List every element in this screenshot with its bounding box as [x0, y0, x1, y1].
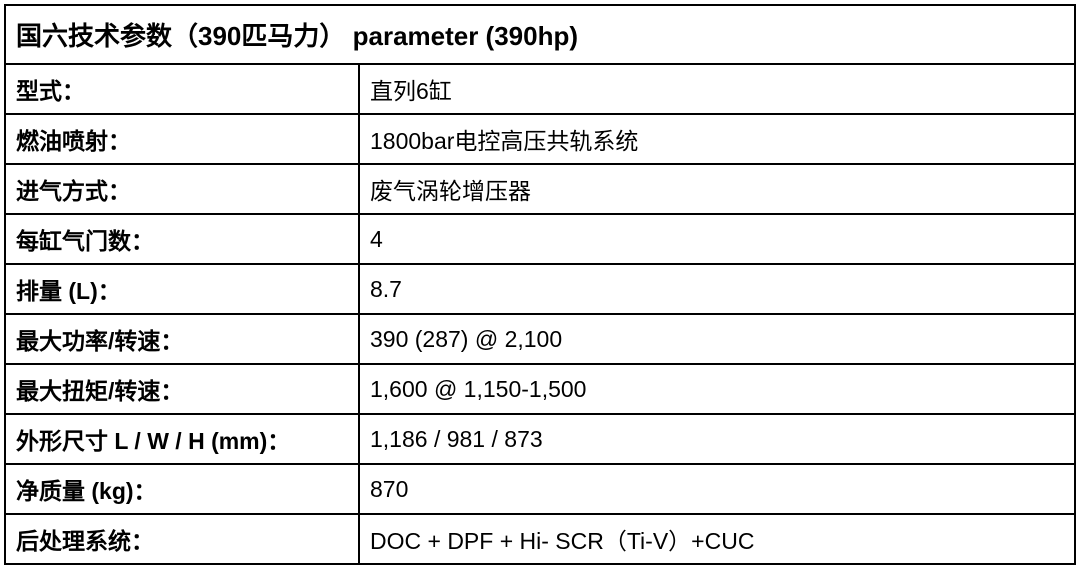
table-row: 燃油喷射： 1800bar电控高压共轨系统: [5, 114, 1075, 164]
table-row: 排量 (L)： 8.7: [5, 264, 1075, 314]
spec-label: 最大功率/转速：: [5, 314, 359, 364]
table-row: 最大扭矩/转速： 1,600 @ 1,150-1,500: [5, 364, 1075, 414]
table-row: 每缸气门数： 4: [5, 214, 1075, 264]
table-row: 外形尺寸 L / W / H (mm)： 1,186 / 981 / 873: [5, 414, 1075, 464]
header-row: 国六技术参数（390匹马力） parameter (390hp): [5, 5, 1075, 64]
spec-value: 1,186 / 981 / 873: [359, 414, 1075, 464]
spec-value: 870: [359, 464, 1075, 514]
spec-value: 废气涡轮增压器: [359, 164, 1075, 214]
table-row: 最大功率/转速： 390 (287) @ 2,100: [5, 314, 1075, 364]
spec-value: 4: [359, 214, 1075, 264]
spec-label: 每缸气门数：: [5, 214, 359, 264]
table-row: 净质量 (kg)： 870: [5, 464, 1075, 514]
spec-label: 净质量 (kg)：: [5, 464, 359, 514]
spec-label: 排量 (L)：: [5, 264, 359, 314]
table-row: 进气方式： 废气涡轮增压器: [5, 164, 1075, 214]
table-header: 国六技术参数（390匹马力） parameter (390hp): [5, 5, 1075, 64]
spec-label: 型式：: [5, 64, 359, 114]
spec-label: 后处理系统：: [5, 514, 359, 564]
spec-value: 8.7: [359, 264, 1075, 314]
table-row: 后处理系统： DOC + DPF + Hi- SCR（Ti-V）+CUC: [5, 514, 1075, 564]
spec-label: 燃油喷射：: [5, 114, 359, 164]
spec-value: 直列6缸: [359, 64, 1075, 114]
spec-table: 国六技术参数（390匹马力） parameter (390hp) 型式： 直列6…: [4, 4, 1076, 565]
spec-value: 1800bar电控高压共轨系统: [359, 114, 1075, 164]
table-row: 型式： 直列6缸: [5, 64, 1075, 114]
spec-label: 外形尺寸 L / W / H (mm)：: [5, 414, 359, 464]
spec-label: 进气方式：: [5, 164, 359, 214]
spec-value: 390 (287) @ 2,100: [359, 314, 1075, 364]
spec-value: DOC + DPF + Hi- SCR（Ti-V）+CUC: [359, 514, 1075, 564]
spec-label: 最大扭矩/转速：: [5, 364, 359, 414]
spec-value: 1,600 @ 1,150-1,500: [359, 364, 1075, 414]
